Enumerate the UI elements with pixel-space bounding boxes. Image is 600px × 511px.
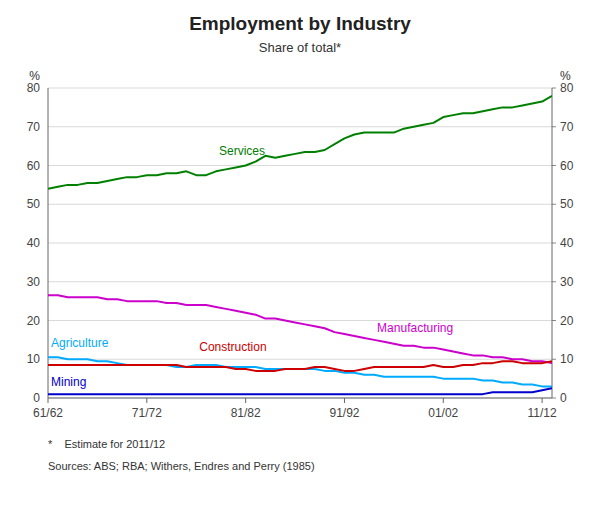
sources: Sources: ABS; RBA; Withers, Endres and P… <box>48 460 315 472</box>
series-label: Manufacturing <box>377 321 453 335</box>
x-tick <box>443 398 444 403</box>
x-tick-label: 11/12 <box>528 406 557 420</box>
x-tick-label: 81/82 <box>231 406 261 420</box>
series-label: Agriculture <box>51 336 109 350</box>
footnote: * Estimate for 2011/12 <box>48 438 165 450</box>
y-tick-label: 50 <box>27 197 41 211</box>
x-tick <box>344 398 345 403</box>
x-tick <box>146 398 147 403</box>
y-tick-label: 70 <box>27 120 41 134</box>
y2-axis <box>552 88 553 398</box>
grid <box>48 88 552 398</box>
x-tick <box>245 398 246 403</box>
x-tick-label: 71/72 <box>132 406 162 420</box>
series-line <box>48 388 552 394</box>
y-tick-label: 60 <box>27 159 41 173</box>
series-label: Construction <box>199 340 266 354</box>
grid-line <box>48 243 552 244</box>
grid-line <box>48 398 552 399</box>
series-line <box>48 361 552 371</box>
y2-tick-label: 20 <box>560 314 574 328</box>
background <box>0 0 600 511</box>
y-tick-label: 0 <box>33 391 40 405</box>
y2-tick <box>552 126 556 127</box>
y2-tick <box>552 320 556 321</box>
series-line <box>48 357 552 386</box>
x-tick <box>48 398 49 403</box>
y2-tick-label: 60 <box>560 159 574 173</box>
y2-tick <box>552 398 556 399</box>
series-lines <box>48 96 552 394</box>
grid-line <box>48 281 552 282</box>
x-tick <box>542 398 543 403</box>
y2-tick <box>552 243 556 244</box>
y-tick-label: 20 <box>27 314 41 328</box>
y-tick-label: 40 <box>27 236 41 250</box>
series-line <box>48 295 552 363</box>
y2-tick <box>552 281 556 282</box>
grid-line <box>48 320 552 321</box>
y-axis <box>48 88 49 398</box>
y2-tick-label: 50 <box>560 197 574 211</box>
y-tick-label: 30 <box>27 275 41 289</box>
title: Employment by Industry <box>189 13 411 34</box>
y2-tick-label: 0 <box>560 391 567 405</box>
grid-line <box>48 126 552 127</box>
y2-tick-label: 10 <box>560 352 574 366</box>
x-tick-label: 01/02 <box>428 406 458 420</box>
series-label: Mining <box>51 375 86 389</box>
subtitle: Share of total* <box>259 40 341 55</box>
y2-tick <box>552 88 556 89</box>
y2-tick <box>552 165 556 166</box>
grid-line <box>48 165 552 166</box>
y2-tick-label: 40 <box>560 236 574 250</box>
y-tick-label: 80 <box>27 81 41 95</box>
chart: Employment by IndustryShare of total*%%0… <box>0 0 600 511</box>
x-tick-label: 61/62 <box>33 406 63 420</box>
y2-tick-label: 80 <box>560 81 574 95</box>
y2-tick-label: 70 <box>560 120 574 134</box>
y2-tick <box>552 204 556 205</box>
y-tick-label: 10 <box>27 352 41 366</box>
y2-tick <box>552 359 556 360</box>
grid-line <box>48 88 552 89</box>
x-axis <box>48 398 552 399</box>
y2-tick-label: 30 <box>560 275 574 289</box>
grid-line <box>48 204 552 205</box>
grid-line <box>48 359 552 360</box>
x-tick-label: 91/92 <box>329 406 359 420</box>
series-line <box>48 96 552 189</box>
series-label: Services <box>219 144 265 158</box>
